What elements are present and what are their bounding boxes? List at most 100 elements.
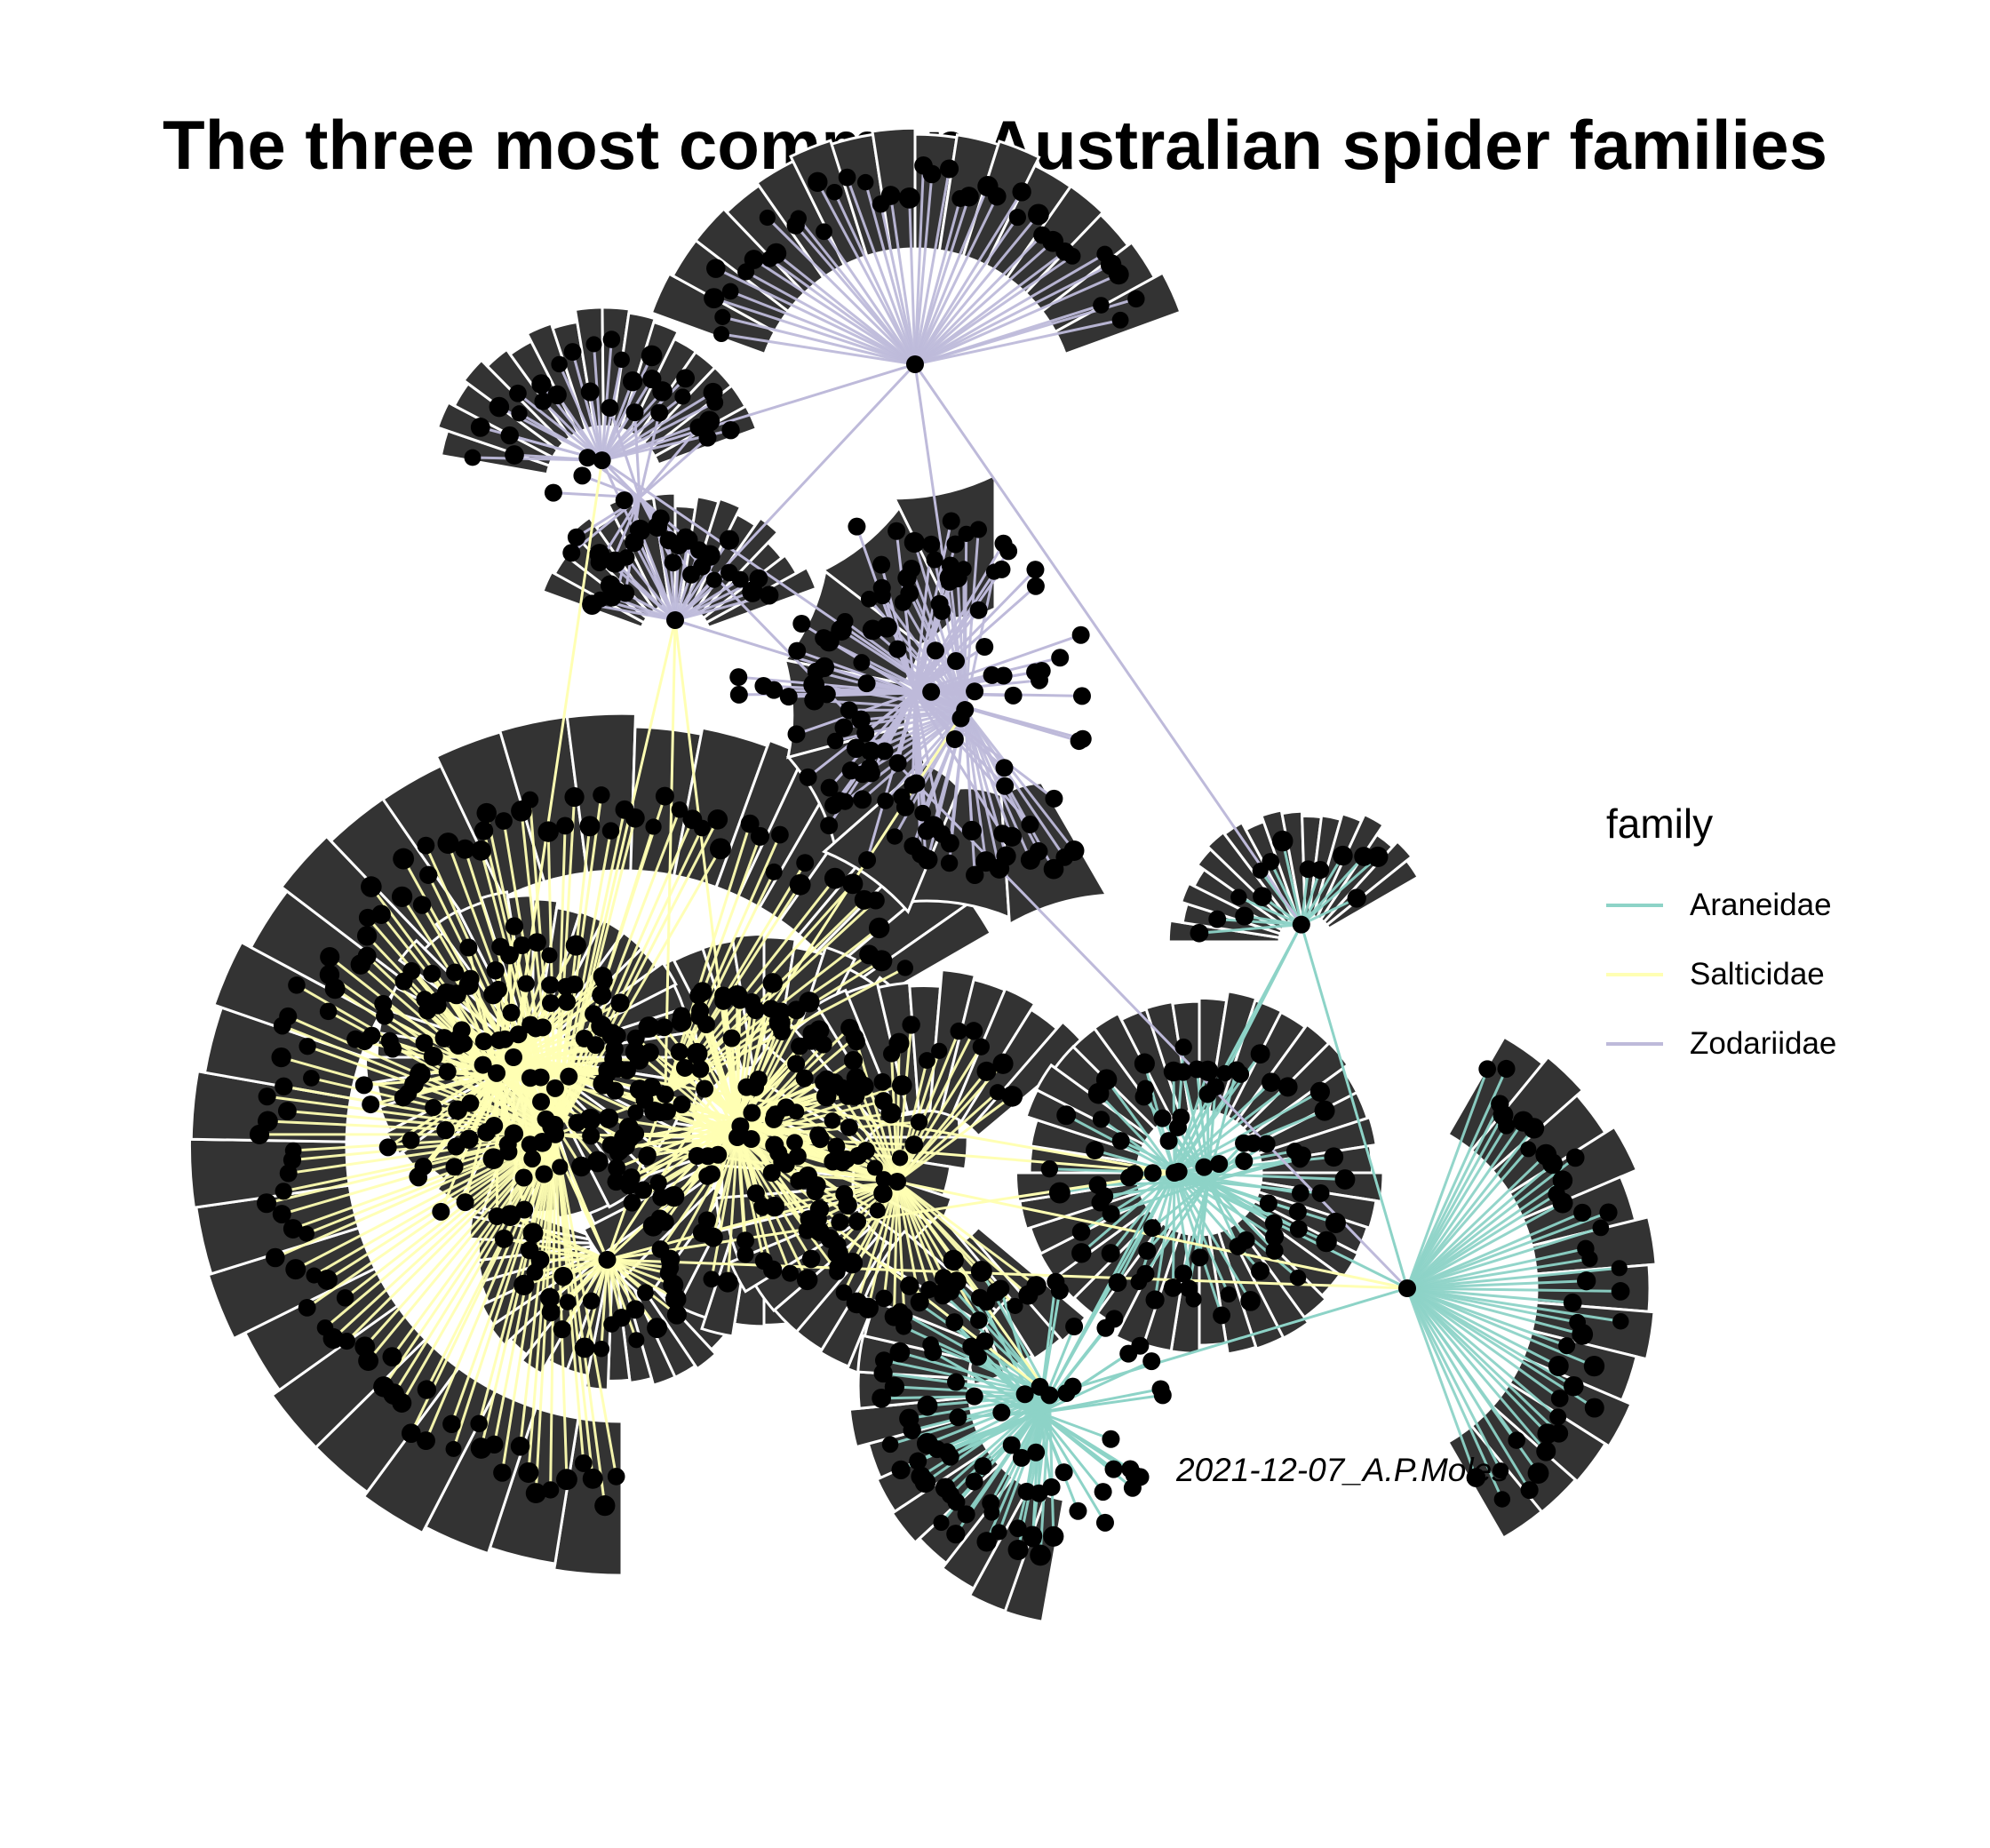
hub-node: [888, 1173, 906, 1191]
node-point: [888, 753, 907, 772]
node-point: [488, 1063, 506, 1082]
node-point: [1174, 1063, 1192, 1081]
node-point: [1311, 1183, 1330, 1202]
edge-line: [593, 344, 604, 461]
node-point: [875, 1171, 893, 1188]
node-point: [626, 1029, 645, 1047]
node-point: [357, 946, 377, 966]
node-point: [881, 1436, 899, 1454]
node-point: [969, 601, 988, 619]
node-point: [621, 1129, 640, 1148]
node-point: [686, 1042, 708, 1064]
node-point: [1008, 208, 1026, 227]
node-point: [996, 777, 1015, 795]
node-point: [417, 836, 435, 855]
node-point: [856, 1141, 875, 1159]
edge-line: [914, 691, 1084, 741]
node-point: [1071, 1223, 1091, 1241]
node-point: [401, 1423, 421, 1444]
node-point: [771, 825, 789, 844]
node-point: [846, 738, 866, 759]
node-point: [949, 1408, 967, 1427]
node-point: [673, 1095, 691, 1114]
node-point: [298, 1038, 316, 1055]
node-point: [968, 1348, 987, 1366]
node-point: [1264, 1214, 1283, 1232]
edge-line: [768, 258, 916, 366]
node-point: [629, 519, 651, 541]
edge-line: [606, 1258, 658, 1329]
edge-line: [1146, 1181, 1210, 1252]
node-point: [839, 1087, 857, 1105]
node-point: [900, 1276, 919, 1295]
hub-node: [593, 451, 611, 470]
node-point: [471, 840, 491, 861]
node-point: [1180, 1279, 1198, 1298]
edge-line: [601, 395, 684, 462]
node-point: [445, 1158, 464, 1176]
edge-line: [814, 698, 966, 712]
node-point: [531, 374, 552, 394]
edge-line: [1405, 1103, 1501, 1289]
edge-line: [1244, 914, 1302, 927]
node-point: [638, 1016, 660, 1038]
node-point: [1048, 1182, 1071, 1204]
edge-line: [913, 569, 1037, 695]
node-point: [593, 1341, 610, 1358]
edge-line: [913, 195, 999, 365]
node-point: [557, 977, 576, 996]
node-point: [592, 985, 612, 1005]
node-point: [402, 1131, 420, 1150]
node-point: [553, 1266, 573, 1286]
node-point: [496, 1030, 514, 1048]
node-point: [1051, 649, 1070, 667]
node-point: [542, 1118, 561, 1136]
node-point: [362, 1095, 380, 1114]
node-point: [564, 786, 585, 808]
node-point: [947, 1373, 966, 1391]
node-point: [671, 801, 689, 818]
node-point: [1126, 1165, 1144, 1183]
node-point: [1257, 1135, 1276, 1153]
node-point: [759, 209, 776, 227]
node-point: [415, 1033, 434, 1052]
legend-key-araneidae: [1606, 904, 1663, 907]
node-point: [521, 1240, 539, 1260]
node-point: [959, 187, 979, 207]
node-point: [535, 1165, 553, 1183]
edge-line: [497, 1043, 597, 1077]
edge-line: [1150, 1180, 1209, 1230]
node-point: [917, 822, 935, 840]
node-point: [762, 1164, 781, 1183]
node-point: [414, 1158, 433, 1176]
node-point: [579, 816, 601, 837]
node-point: [371, 904, 391, 924]
node-point: [872, 555, 891, 574]
node-point: [544, 483, 562, 502]
node-point: [513, 1274, 535, 1295]
node-point: [470, 418, 490, 437]
node-point: [1552, 1192, 1573, 1214]
node-point: [1564, 1375, 1584, 1397]
node-point: [914, 804, 931, 822]
node-point: [551, 355, 568, 373]
node-point: [871, 950, 893, 972]
edge-line: [896, 1181, 981, 1321]
node-point: [582, 1127, 601, 1145]
node-point: [317, 1270, 338, 1290]
node-point: [531, 1068, 550, 1087]
node-point: [432, 1202, 450, 1221]
node-point: [1198, 1085, 1217, 1103]
edge-line: [1038, 1412, 1066, 1473]
node-point: [1102, 1430, 1120, 1448]
edge-line: [1406, 1156, 1577, 1290]
node-point: [559, 1294, 577, 1310]
edge-line: [673, 538, 731, 621]
node-point: [926, 551, 943, 569]
node-point: [1497, 1059, 1516, 1078]
node-point: [1045, 789, 1063, 808]
node-point: [933, 601, 951, 620]
edge-line: [913, 692, 1004, 835]
node-point: [1071, 1243, 1092, 1263]
node-point: [629, 1050, 649, 1070]
